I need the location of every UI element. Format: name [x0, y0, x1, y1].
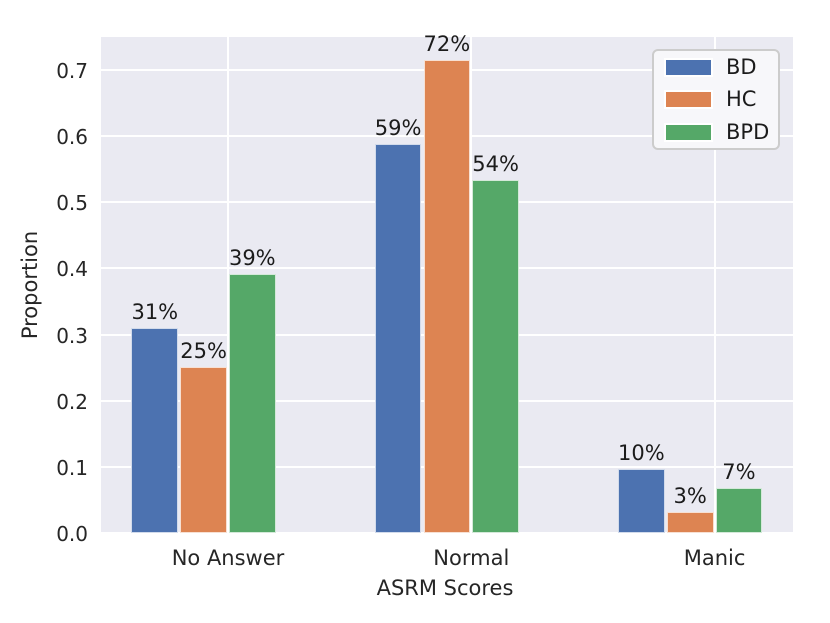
- x-axis-label: ASRM Scores: [376, 576, 514, 600]
- y-tick-label: 0.3: [56, 323, 88, 348]
- y-tick-label: 0.7: [56, 59, 88, 84]
- bar-hc-normal: [423, 60, 471, 533]
- legend-item-hc: HC: [654, 88, 778, 110]
- bar-bpd-manic: [715, 488, 763, 533]
- y-tick-label: 0.2: [56, 389, 88, 414]
- legend: BD HC BPD: [652, 49, 780, 150]
- bar-bpd-normal: [472, 179, 519, 533]
- bar-value-label: 54%: [472, 151, 519, 176]
- bar-value-label: 3%: [673, 484, 707, 509]
- legend-swatch-icon: [664, 57, 713, 77]
- bar-value-label: 72%: [423, 32, 471, 57]
- legend-label: HC: [726, 86, 757, 111]
- bar-value-label: 7%: [722, 460, 756, 485]
- bar-value-label: 39%: [228, 245, 276, 270]
- gridline-vertical: [470, 37, 473, 533]
- bar-bpd-no-answer: [228, 273, 276, 533]
- y-axis-label: Proportion: [18, 230, 42, 340]
- y-tick-label: 0.6: [56, 125, 88, 150]
- bar-hc-no-answer: [180, 367, 227, 533]
- legend-item-bpd: BPD: [654, 121, 778, 143]
- y-tick-label: 0.1: [56, 455, 88, 480]
- bar-bd-normal: [374, 144, 422, 533]
- y-tick-label: 0.4: [56, 257, 88, 282]
- bar-value-label: 31%: [131, 299, 179, 324]
- legend-swatch-icon: [664, 122, 713, 142]
- y-tick-label: 0.0: [56, 522, 88, 546]
- legend-label: BPD: [726, 119, 770, 144]
- legend-swatch-icon: [664, 89, 713, 109]
- legend-item-bd: BD: [654, 56, 778, 78]
- bar-value-label: 59%: [374, 116, 422, 141]
- y-tick-label: 0.5: [56, 191, 88, 216]
- bar-bd-manic: [618, 468, 665, 533]
- gridline-vertical: [227, 37, 229, 533]
- gridline-horizontal: [101, 532, 793, 534]
- x-tick-label-normal: Normal: [433, 546, 510, 570]
- legend-label: BD: [726, 54, 757, 79]
- bar-value-label: 10%: [618, 440, 665, 465]
- gridline-vertical: [713, 37, 716, 533]
- bar-bd-no-answer: [131, 327, 179, 533]
- bar-value-label: 25%: [180, 339, 227, 363]
- x-tick-label-manic: Manic: [683, 546, 746, 570]
- x-tick-label-no-answer: No Answer: [171, 546, 285, 570]
- bar-hc-manic: [666, 512, 714, 533]
